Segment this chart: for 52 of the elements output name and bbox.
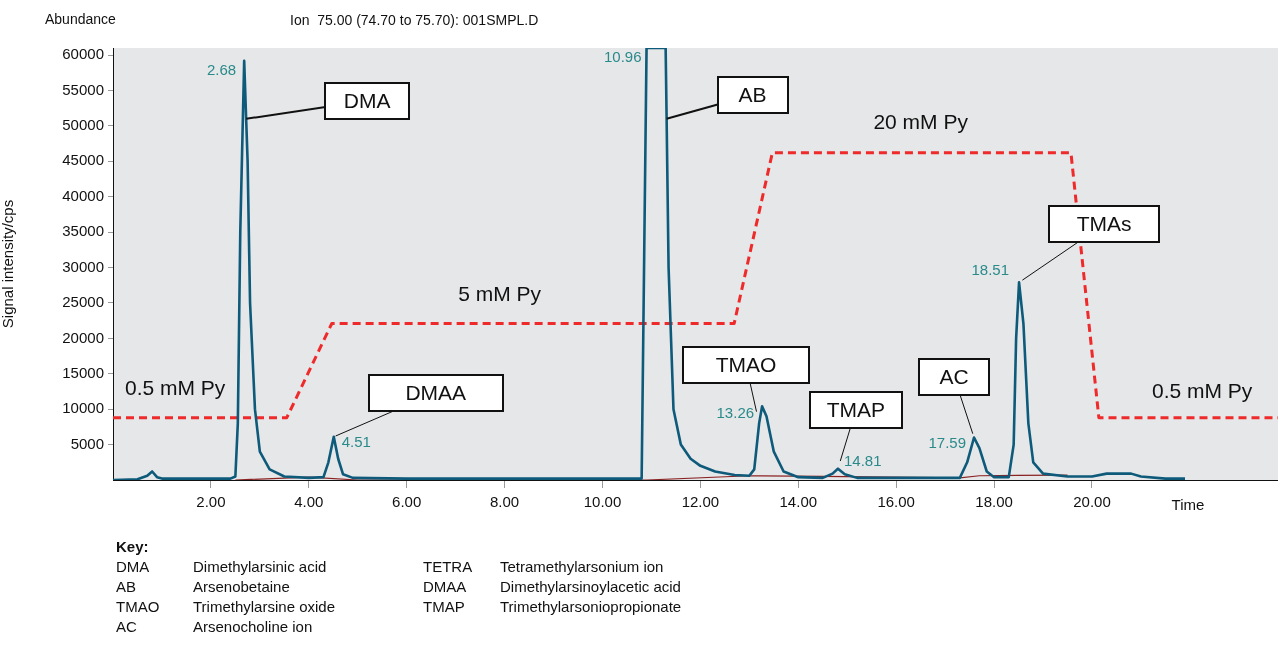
x-tick-label: 14.00 [779,493,818,511]
x-tick-label: 20.00 [1073,493,1111,511]
y-tick-label: 25000 [62,293,104,311]
annotation: 17.59 [928,433,967,451]
text: DMA Dimethylarsinic acid [116,558,327,575]
annotation: 18.51 [971,260,1010,278]
annotation: 2.68 [206,60,237,78]
text: AB Arsenobetaine [116,578,290,595]
annotation: 0.5 mM Py [124,376,226,400]
annotation: 14.81 [843,451,882,469]
annotation: 10.96 [603,48,642,66]
y-tick-label: 20000 [62,328,104,346]
annotation: 5 mM Py [458,282,542,306]
x-axis-title: Time [1171,496,1205,514]
label-box: AC [918,357,990,396]
text: Key: [116,538,150,557]
text: TMAO Trimethylarsine oxide [116,598,335,615]
x-tick-label: 8.00 [490,493,520,511]
chart-subtitle: Ion 75.00 (74.70 to 75.70): 001SMPL.D [290,11,539,28]
label-box: TMAs [1048,205,1161,244]
y-tick-label: 15000 [62,363,104,381]
label-box: TMAP [808,390,903,429]
y-tick-label: 10000 [62,399,104,417]
x-tick-label: 10.00 [583,493,622,511]
label-box: DMAA [367,373,504,412]
x-tick-label: 18.00 [975,493,1013,511]
x-tick-label: 4.00 [294,493,324,511]
text: TETRA Tetramethylarsonium ion [423,558,664,575]
x-tick-label: 12.00 [681,493,720,511]
annotation: 0.5 mM Py [1151,379,1253,403]
y-tick-label: 40000 [62,186,104,204]
text: AC Arsenocholine ion [116,618,313,635]
x-tick-label: 16.00 [877,493,915,511]
label-box: AB [716,75,789,114]
y-tick-label: 55000 [62,80,104,98]
y-axis-title: Signal intensity/cps [0,199,17,329]
y-tick-label: 60000 [62,45,104,63]
text: Abundance [45,10,117,27]
annotation: 4.51 [341,432,371,450]
x-tick-label: 2.00 [196,493,226,511]
y-tick-label: 50000 [62,116,104,134]
label-box: DMA [324,81,411,120]
y-tick-label: 5000 [70,434,104,452]
label-box: TMAO [682,346,811,385]
annotation: 13.26 [716,404,755,422]
y-tick-label: 45000 [62,151,104,169]
y-tick-label: 35000 [62,222,104,240]
y-tick-label: 30000 [62,257,104,275]
text: DMAA Dimethylarsinoylacetic acid [423,578,681,595]
x-tick-label: 6.00 [392,493,422,511]
annotation: 20 mM Py [873,109,969,133]
text: TMAP Trimethylarsoniopropionate [423,598,682,615]
